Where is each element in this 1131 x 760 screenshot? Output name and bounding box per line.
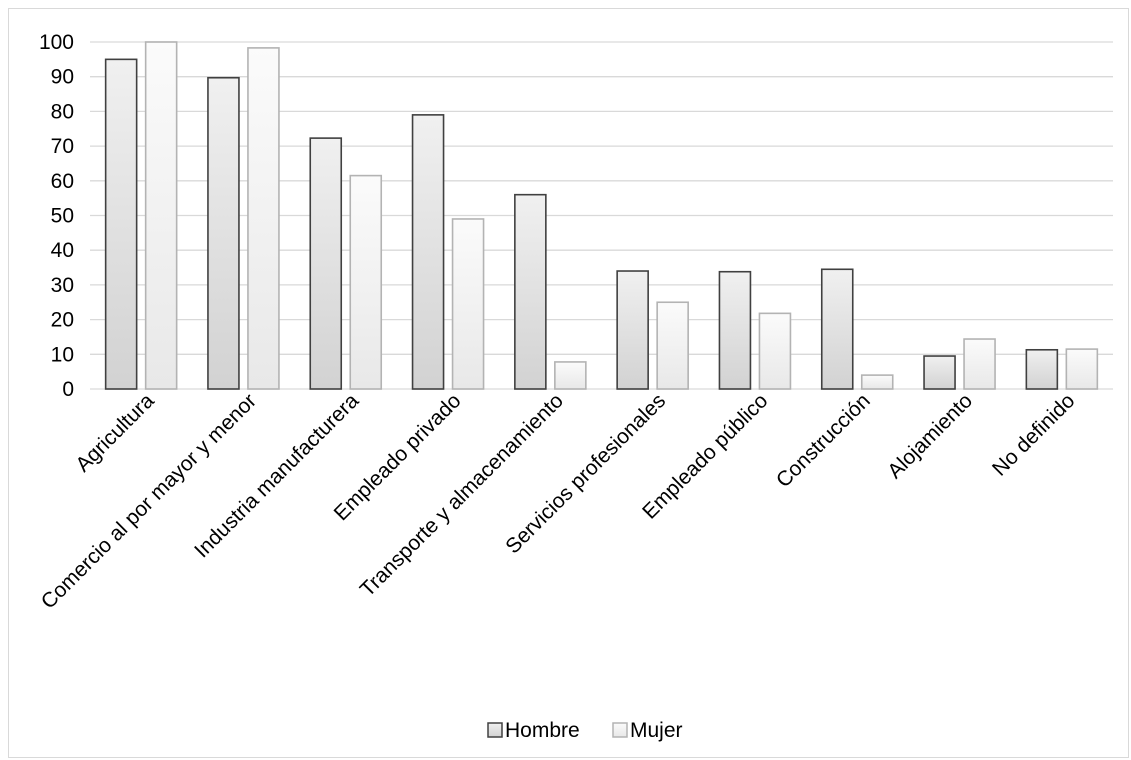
x-tick-label: Comercio al por mayor y menor: [37, 389, 261, 613]
bar-mujer: [144, 41, 178, 390]
y-tick-label: 60: [51, 170, 74, 193]
bar-hombre: [1025, 348, 1059, 390]
y-tick-label: 0: [62, 378, 74, 401]
legend-label-mujer: Mujer: [630, 719, 683, 742]
bar-hombre: [207, 76, 240, 390]
y-tick-label: 20: [51, 309, 74, 332]
x-tick-label: No definido: [988, 389, 1079, 480]
bar-hombre: [923, 355, 956, 390]
bar-hombre: [309, 137, 343, 390]
bars: [104, 41, 1099, 390]
bar-mujer: [656, 301, 689, 390]
x-tick-label: Industria manufacturera: [190, 389, 363, 562]
y-tick-label: 40: [51, 239, 74, 262]
bar-mujer: [1065, 348, 1099, 390]
bar-hombre: [411, 114, 445, 390]
bar-mujer: [247, 47, 280, 390]
y-tick-label: 70: [51, 135, 74, 158]
legend-label-hombre: Hombre: [505, 719, 580, 742]
y-axis: 0 10 20 30 40 50 60 70 80 90 100: [39, 31, 74, 401]
x-tick-label: Alojamiento: [883, 389, 977, 483]
x-tick-label: Agricultura: [71, 389, 158, 476]
bar-mujer: [963, 338, 996, 390]
bar-mujer: [349, 174, 383, 390]
x-tick-label: Construcción: [772, 389, 875, 492]
bar-mujer: [758, 312, 792, 390]
gridlines: [90, 41, 1113, 390]
x-tick-label: Transporte y almacenamiento: [356, 389, 568, 601]
bar-hombre: [514, 193, 547, 390]
y-tick-label: 50: [51, 205, 74, 228]
y-tick-label: 10: [51, 343, 74, 366]
bar-mujer: [451, 218, 485, 390]
y-tick-label: 80: [51, 100, 74, 123]
bar-mujer: [554, 361, 587, 390]
bar-hombre: [616, 270, 649, 390]
legend: Hombre Mujer: [487, 719, 683, 742]
legend-swatch-hombre: [487, 722, 503, 738]
legend-swatch-mujer: [612, 722, 628, 738]
y-tick-label: 30: [51, 274, 74, 297]
bar-mujer: [860, 374, 894, 390]
bar-hombre: [718, 270, 752, 390]
bar-hombre: [820, 268, 854, 390]
bar-hombre: [104, 58, 138, 390]
y-tick-label: 100: [39, 31, 74, 54]
y-tick-label: 90: [51, 66, 74, 89]
